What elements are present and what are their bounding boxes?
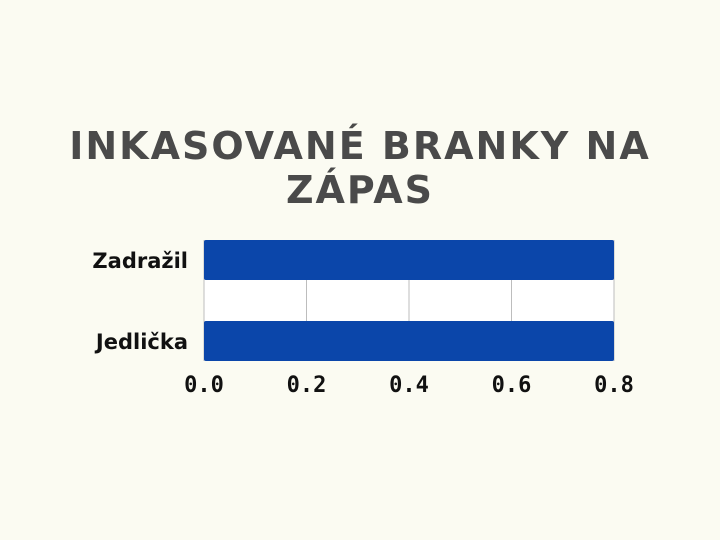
bar-0 bbox=[204, 240, 614, 280]
category-label-0: Zadražil bbox=[92, 249, 188, 273]
x-tick-label-3: 0.6 bbox=[492, 373, 532, 398]
chart-title: INKASOVANÉ BRANKY NA ZÁPAS bbox=[69, 124, 651, 212]
bar-layer bbox=[204, 240, 614, 361]
x-tick-label-1: 0.2 bbox=[287, 373, 327, 398]
x-tick-label-2: 0.4 bbox=[389, 373, 429, 398]
bar-1 bbox=[204, 321, 614, 361]
x-tick-label-4: 0.8 bbox=[594, 373, 634, 398]
category-labels: Zadražil Jedlička bbox=[92, 249, 188, 354]
tick-labels: 0.0 0.2 0.4 0.6 0.8 bbox=[184, 373, 634, 398]
category-label-1: Jedlička bbox=[94, 330, 188, 354]
x-tick-label-0: 0.0 bbox=[184, 373, 224, 398]
